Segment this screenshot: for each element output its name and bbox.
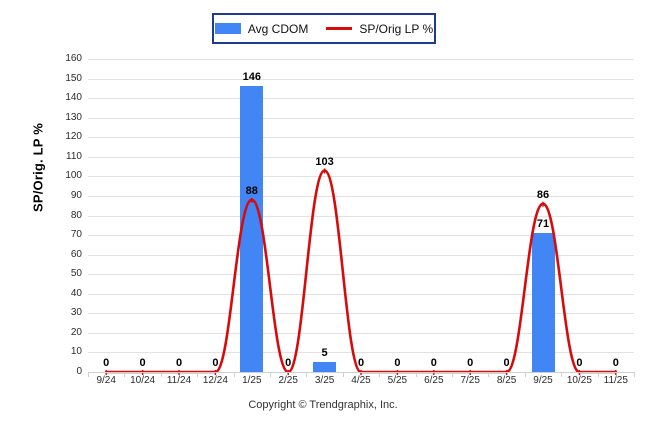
line-value-label: 0 — [612, 357, 619, 369]
y-axis-tick-label: 120 — [65, 131, 82, 143]
x-axis-tick-mark — [634, 372, 635, 377]
x-axis-tick-label: 1/25 — [242, 375, 262, 386]
line-value-label: 88 — [245, 184, 258, 197]
line-swatch-icon — [326, 27, 353, 30]
x-axis-tick-label: 12/24 — [202, 375, 228, 386]
x-axis-tick-mark — [524, 372, 526, 377]
x-axis-tick-mark — [233, 372, 235, 377]
gridline — [88, 156, 634, 158]
x-axis-tick-label: 4/25 — [351, 375, 371, 386]
gridline — [88, 176, 634, 178]
legend-entry-avg-cdom[interactable]: Avg CDOM — [214, 21, 309, 36]
line-value-label: 0 — [212, 357, 219, 369]
x-axis-tick-label: 7/25 — [460, 375, 480, 386]
gridline — [88, 137, 634, 139]
line-value-label: 0 — [285, 357, 292, 369]
x-axis-tick-label: 2/25 — [278, 375, 298, 386]
line-value-label: 0 — [467, 357, 474, 369]
gridline — [88, 98, 634, 100]
y-axis-tick-label: 0 — [76, 366, 82, 377]
x-axis-tick-mark — [342, 372, 344, 377]
x-axis-tick-mark — [415, 372, 417, 377]
gridline — [88, 215, 634, 217]
x-axis-tick-label: 5/25 — [387, 375, 408, 386]
x-axis-tick-label: 11/25 — [603, 375, 628, 386]
x-axis-tick-mark — [197, 372, 199, 377]
line-value-label: 0 — [139, 357, 146, 369]
x-axis-tick-label: 8/25 — [496, 375, 517, 386]
x-axis-tick-label: 11/24 — [166, 375, 192, 386]
x-axis-tick-label: 3/25 — [314, 375, 335, 386]
y-axis-tick-label: 130 — [65, 111, 82, 123]
y-axis-tick-label: 20 — [70, 326, 82, 338]
y-axis-tick-label: 50 — [70, 268, 82, 280]
y-axis-tick-label: 100 — [65, 170, 82, 182]
line-value-label: 0 — [357, 357, 365, 369]
x-axis-line — [88, 372, 634, 373]
x-axis-tick-mark — [488, 372, 490, 377]
line-value-label: 0 — [430, 357, 437, 369]
line-value-label: 0 — [394, 357, 401, 369]
y-axis-tick-label: 80 — [70, 209, 82, 221]
y-axis-tick-label: 70 — [70, 229, 82, 241]
gridline — [88, 59, 634, 60]
x-axis-tick-label: 9/24 — [96, 375, 116, 386]
bar[interactable] — [313, 362, 337, 372]
x-axis-tick-label: 10/25 — [566, 375, 592, 386]
legend-label-sp-orig-lp: SP/Orig LP % — [359, 21, 434, 36]
y-axis-tick-label: 10 — [70, 346, 82, 358]
bar-value-label: 5 — [321, 347, 328, 360]
legend-entry-sp-orig-lp[interactable]: SP/Orig LP % — [326, 22, 433, 36]
y-axis-tick-label: 30 — [70, 307, 82, 319]
line-value-label: 103 — [315, 155, 334, 168]
line-value-label: 0 — [576, 357, 583, 369]
bar[interactable] — [531, 233, 555, 372]
x-axis-tick-mark — [270, 372, 271, 377]
x-axis-tick-label: 9/25 — [533, 375, 553, 386]
x-axis-tick-mark — [561, 372, 563, 377]
bar-value-label: 71 — [536, 218, 550, 231]
x-axis-tick-label: 10/24 — [130, 375, 156, 386]
y-axis-tick-label: 160 — [65, 53, 82, 64]
legend-label-avg-cdom: Avg CDOM — [247, 21, 309, 36]
bar[interactable] — [240, 86, 264, 372]
gridline — [88, 78, 634, 80]
y-axis-tick-label: 140 — [65, 92, 82, 104]
y-axis-tick-label: 90 — [70, 189, 82, 201]
gridline — [88, 117, 634, 119]
x-axis-tick-mark — [88, 372, 89, 377]
bar-value-label: 146 — [242, 71, 261, 84]
bar-swatch-icon — [214, 23, 241, 34]
y-axis-tick-label: 110 — [66, 150, 82, 162]
x-axis-tick-mark — [597, 372, 599, 377]
copyright-footer: Copyright © Trendgraphix, Inc. — [248, 399, 398, 411]
x-axis-tick-mark — [124, 372, 126, 377]
line-value-label: 0 — [503, 357, 510, 369]
y-axis-tick-label: 60 — [70, 248, 82, 260]
chart-legend: Avg CDOM SP/Orig LP % — [212, 13, 436, 44]
line-value-label: 86 — [536, 188, 550, 201]
y-axis-tick-label: 40 — [70, 287, 82, 299]
plot-area: 146 5 71 0 0 0 0 88 0 103 0 0 0 0 0 86 0 0 — [88, 59, 634, 375]
x-axis-tick-mark — [452, 372, 453, 377]
x-axis-tick-mark — [379, 372, 381, 377]
x-axis-tick-mark — [306, 372, 308, 377]
line-value-label: 0 — [103, 357, 110, 369]
x-axis-tick-mark — [160, 372, 162, 377]
y-axis-tick-label: 150 — [65, 72, 82, 84]
x-axis-tick-label: 6/25 — [424, 375, 444, 386]
line-value-label: 0 — [175, 357, 183, 369]
